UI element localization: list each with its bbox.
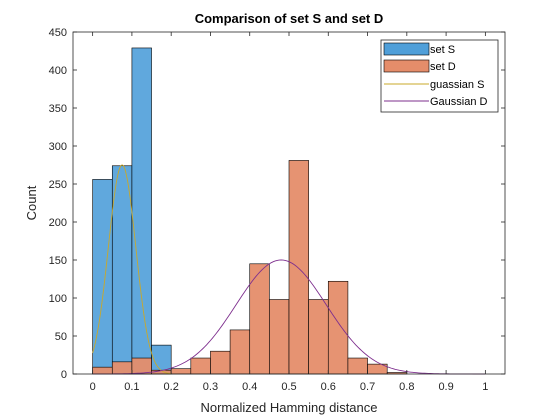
legend-swatch-set-s xyxy=(383,42,430,56)
bar-set-s-1 xyxy=(111,165,133,375)
bar-set-d-6 xyxy=(210,350,231,375)
x-tick-label: 0.3 xyxy=(203,381,218,393)
bars-layer xyxy=(92,47,408,375)
x-tick-label: 0.5 xyxy=(281,381,296,393)
x-tick-label: 0.9 xyxy=(438,381,453,393)
x-tick-label: 0.4 xyxy=(242,381,257,393)
legend-label-guassian-s: guassian S xyxy=(430,79,484,91)
x-tick-label: 0.8 xyxy=(399,381,414,393)
y-axis-label: Count xyxy=(24,185,39,220)
x-tick-label: 1 xyxy=(482,381,488,393)
y-tick-label: 400 xyxy=(49,65,67,77)
chart-title: Comparison of set S and set D xyxy=(195,11,384,26)
x-tick-label: 0.2 xyxy=(164,381,179,393)
x-tick-label: 0 xyxy=(90,381,96,393)
legend-label-gaussian-d: Gaussian D xyxy=(430,96,488,108)
bar-set-d-7 xyxy=(229,329,251,375)
y-tick-label: 350 xyxy=(49,103,67,115)
y-tick-label: 250 xyxy=(49,179,67,191)
bar-set-d-9 xyxy=(269,299,290,375)
y-tick-label: 50 xyxy=(55,331,67,343)
bar-set-d-10 xyxy=(288,160,309,375)
x-tick-label: 0.1 xyxy=(124,381,139,393)
y-tick-label: 100 xyxy=(49,293,67,305)
bar-set-d-13 xyxy=(347,357,368,375)
y-tick-label: 0 xyxy=(61,369,67,381)
bar-set-d-0 xyxy=(92,366,113,375)
curve-guassian-s xyxy=(92,164,172,375)
x-tick-label: 0.6 xyxy=(321,381,336,393)
bar-set-d-1 xyxy=(111,361,133,375)
legend-swatch-set-d xyxy=(383,59,430,73)
legend: set S set D guassian S Gaussian D xyxy=(380,39,499,113)
x-tick-label: 0.7 xyxy=(360,381,375,393)
bar-set-d-12 xyxy=(327,280,349,375)
bar-set-s-0 xyxy=(92,179,113,375)
curves-layer xyxy=(92,164,486,375)
y-tick-label: 450 xyxy=(49,27,67,39)
x-axis-ticks: 0 0.1 0.2 0.3 0.4 0.5 0.6 0.7 0.8 0.9 1 xyxy=(90,32,488,393)
bar-set-s-3 xyxy=(151,344,172,375)
x-axis-label: Normalized Hamming distance xyxy=(200,400,377,415)
y-tick-label: 300 xyxy=(49,141,67,153)
bar-set-d-5 xyxy=(190,357,211,375)
y-tick-label: 150 xyxy=(49,255,67,267)
legend-label-set-d: set D xyxy=(430,61,456,73)
legend-label-set-s: set S xyxy=(430,44,455,56)
y-tick-label: 200 xyxy=(49,217,67,229)
bar-set-s-2 xyxy=(131,47,152,375)
bar-set-d-11 xyxy=(308,299,329,375)
bar-set-d-2 xyxy=(131,357,152,375)
y-axis-ticks: 0 50 100 150 200 250 300 350 400 450 xyxy=(49,27,505,381)
curve-gaussian-d xyxy=(92,259,486,375)
bar-set-d-4 xyxy=(170,368,192,375)
